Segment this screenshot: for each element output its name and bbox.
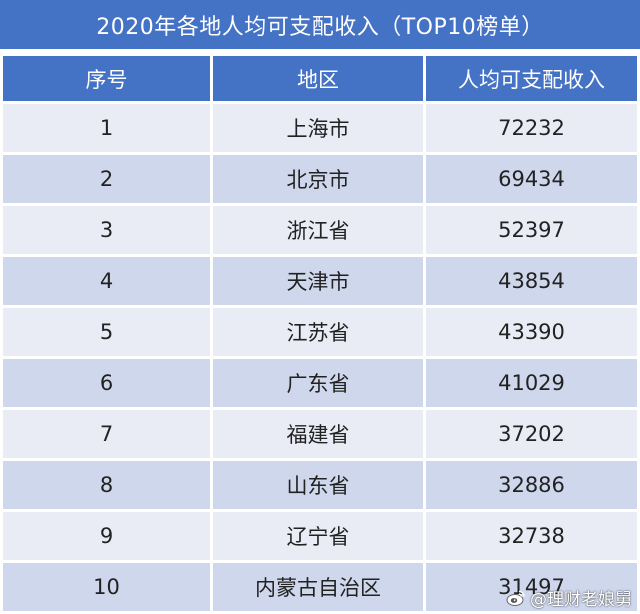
table-row: 9 辽宁省 32738 xyxy=(3,512,637,560)
table-title: 2020年各地人均可支配收入（TOP10榜单） xyxy=(0,0,640,49)
rank-cell: 10 xyxy=(3,563,210,611)
column-header-rank: 序号 xyxy=(3,56,210,101)
table-row: 4 天津市 43854 xyxy=(3,257,637,305)
table-header-row: 序号 地区 人均可支配收入 xyxy=(3,56,637,101)
income-cell: 32738 xyxy=(426,512,637,560)
rank-cell: 9 xyxy=(3,512,210,560)
region-cell: 天津市 xyxy=(213,257,423,305)
rank-cell: 6 xyxy=(3,359,210,407)
income-cell: 43854 xyxy=(426,257,637,305)
region-cell: 广东省 xyxy=(213,359,423,407)
table-row: 2 北京市 69434 xyxy=(3,155,637,203)
table-row: 3 浙江省 52397 xyxy=(3,206,637,254)
watermark-text: @理财老娘舅 xyxy=(530,590,632,610)
region-cell: 山东省 xyxy=(213,461,423,509)
region-cell: 福建省 xyxy=(213,410,423,458)
column-header-region: 地区 xyxy=(213,56,423,101)
column-header-income: 人均可支配收入 xyxy=(426,56,637,101)
rank-cell: 2 xyxy=(3,155,210,203)
rank-cell: 4 xyxy=(3,257,210,305)
region-cell: 浙江省 xyxy=(213,206,423,254)
table-row: 7 福建省 37202 xyxy=(3,410,637,458)
income-cell: 37202 xyxy=(426,410,637,458)
rank-cell: 8 xyxy=(3,461,210,509)
rank-cell: 7 xyxy=(3,410,210,458)
rank-cell: 3 xyxy=(3,206,210,254)
table-row: 10 内蒙古自治区 31497 xyxy=(3,563,637,611)
region-cell: 上海市 xyxy=(213,104,423,152)
region-cell: 辽宁省 xyxy=(213,512,423,560)
income-cell: 43390 xyxy=(426,308,637,356)
table-row: 6 广东省 41029 xyxy=(3,359,637,407)
region-cell: 江苏省 xyxy=(213,308,423,356)
income-cell: 72232 xyxy=(426,104,637,152)
income-cell: 69434 xyxy=(426,155,637,203)
region-cell: 内蒙古自治区 xyxy=(213,563,423,611)
rank-cell: 1 xyxy=(3,104,210,152)
rank-cell: 5 xyxy=(3,308,210,356)
region-cell: 北京市 xyxy=(213,155,423,203)
table-row: 8 山东省 32886 xyxy=(3,461,637,509)
watermark: @理财老娘舅 xyxy=(506,585,632,610)
income-cell: 41029 xyxy=(426,359,637,407)
income-cell: 52397 xyxy=(426,206,637,254)
table-row: 1 上海市 72232 xyxy=(3,104,637,152)
income-cell: 32886 xyxy=(426,461,637,509)
table-row: 5 江苏省 43390 xyxy=(3,308,637,356)
income-cell: 31497 xyxy=(426,563,637,611)
weibo-icon xyxy=(506,589,526,607)
income-ranking-table: 序号 地区 人均可支配收入 1 上海市 72232 2 北京市 69434 3 … xyxy=(0,53,640,614)
